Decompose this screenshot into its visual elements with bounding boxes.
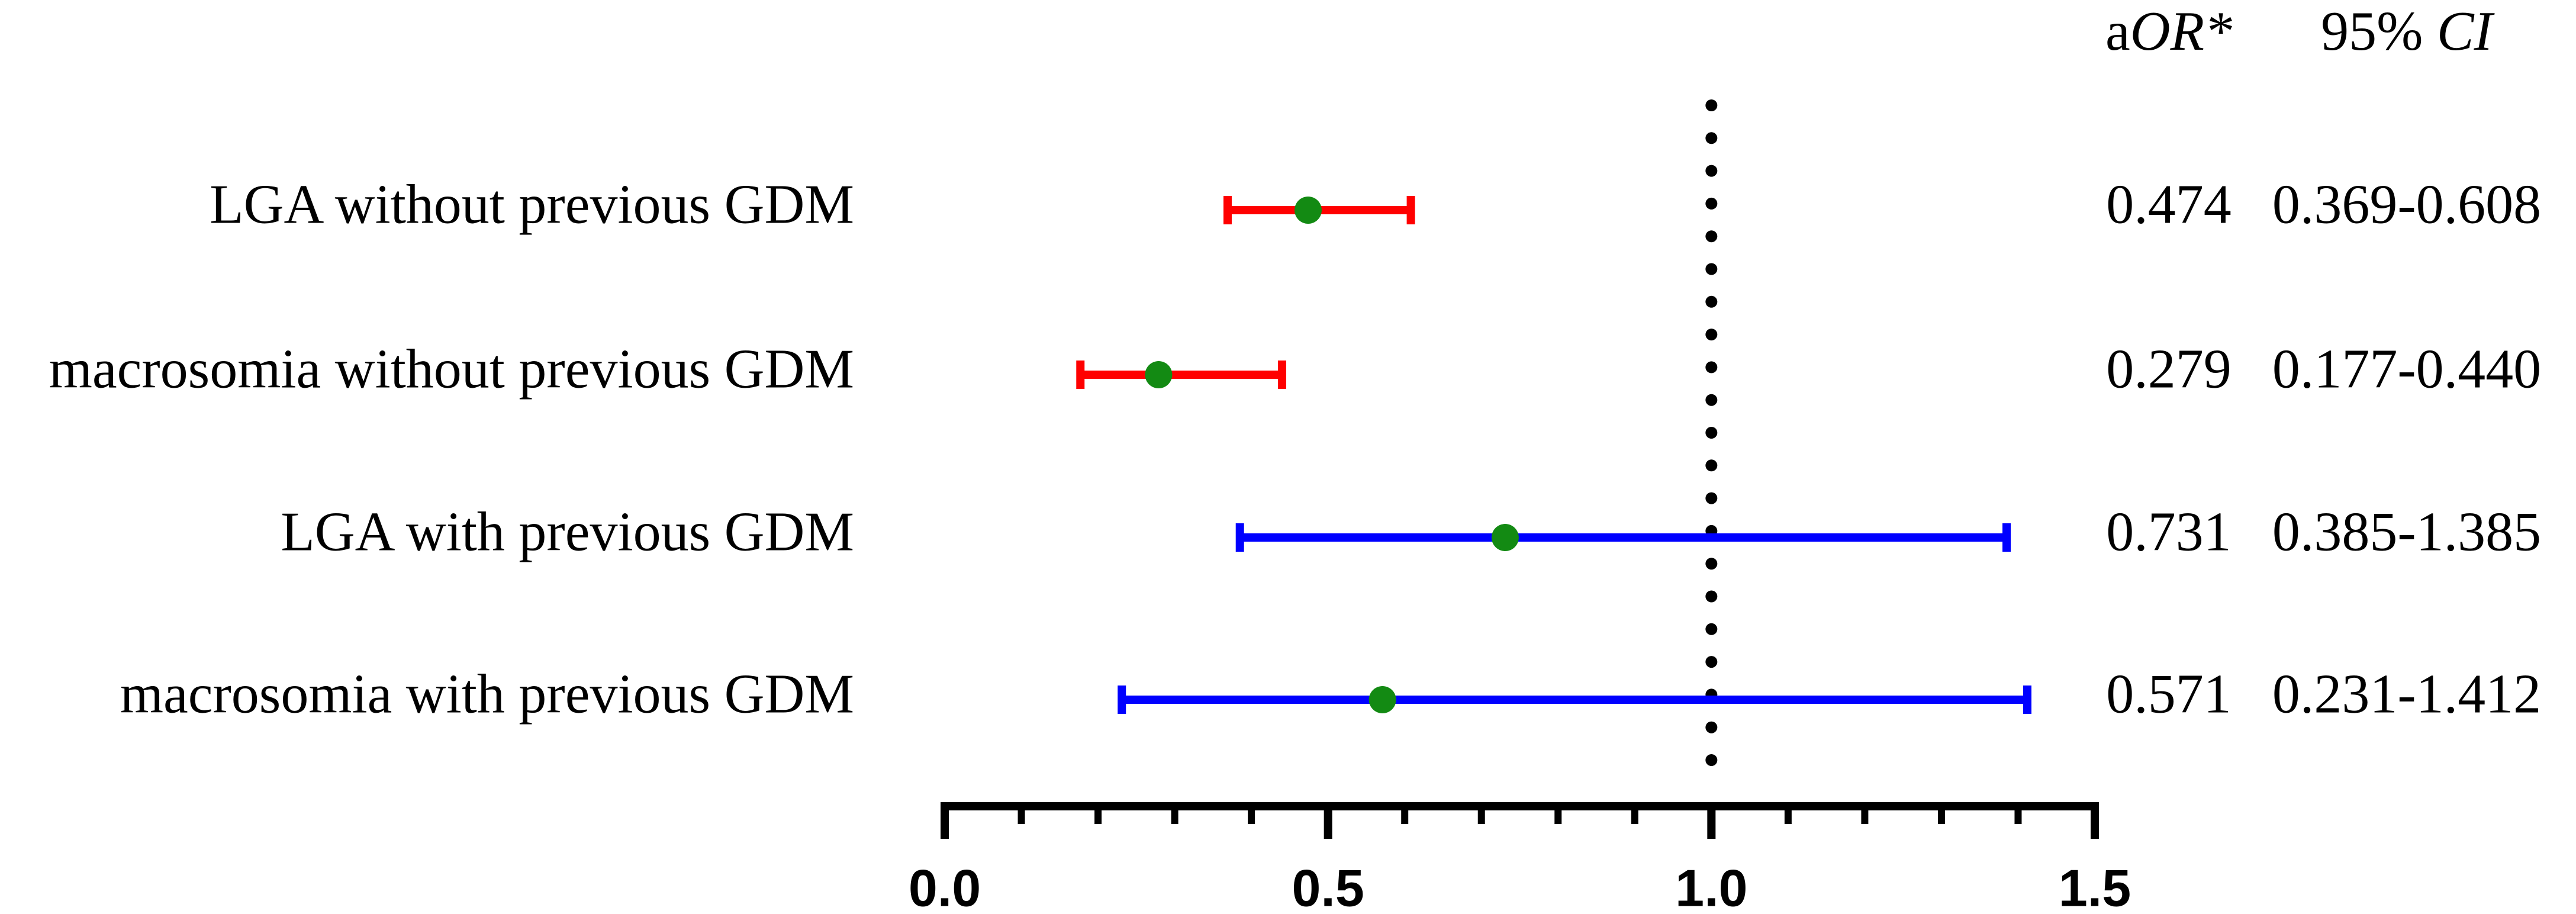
row-label: LGA with previous GDM (281, 501, 854, 563)
ci-value: 0.369-0.608 (2272, 174, 2541, 236)
column-header: aOR* (2105, 1, 2232, 62)
point-estimate (1491, 524, 1519, 551)
ci-value: 0.177-0.440 (2272, 339, 2541, 400)
column-header: 95% CI (2321, 1, 2495, 62)
aor-value: 0.279 (2106, 339, 2232, 400)
row-label: LGA without previous GDM (210, 174, 854, 236)
ci-value: 0.231-1.412 (2272, 664, 2541, 725)
header-part: OR* (2130, 1, 2232, 62)
header-part: a (2105, 1, 2130, 62)
point-estimate (1368, 686, 1396, 713)
x-tick-label: 1.0 (1675, 858, 1747, 914)
header-part: 95% (2321, 1, 2437, 62)
row-label: macrosomia without previous GDM (49, 339, 854, 400)
row-label: macrosomia with previous GDM (120, 664, 854, 725)
point-estimate (1294, 197, 1322, 224)
x-tick-label: 0.5 (1292, 858, 1364, 914)
header-part: CI (2437, 1, 2495, 62)
point-estimate (1145, 361, 1173, 388)
x-tick-label: 0.0 (909, 858, 981, 914)
aor-value: 0.731 (2106, 501, 2232, 563)
aor-value: 0.571 (2106, 664, 2232, 725)
aor-value: 0.474 (2106, 174, 2232, 236)
x-tick-label: 1.5 (2059, 858, 2131, 914)
ci-value: 0.385-1.385 (2272, 501, 2541, 563)
